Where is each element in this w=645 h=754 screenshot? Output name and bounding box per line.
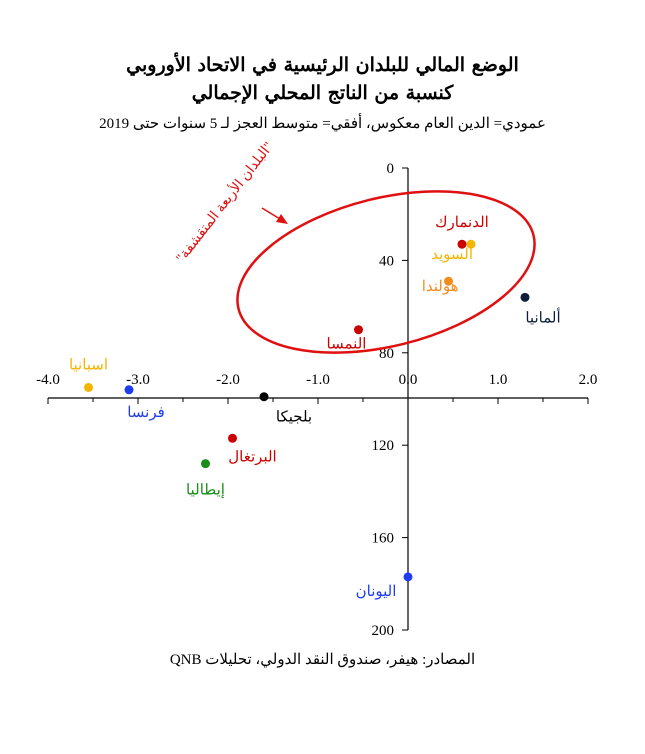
annotation-label: "البلدان الأربعة المتقشفة"	[171, 138, 277, 266]
data-point-label: اسبانيا	[69, 357, 108, 373]
data-point	[444, 276, 453, 286]
data-point	[124, 385, 134, 395]
x-tick-label: 1.0	[489, 372, 508, 388]
data-point-label: النمسا	[327, 337, 367, 353]
data-point-label: بلجيكا	[276, 410, 312, 426]
x-tick-label: -1.0	[306, 372, 330, 388]
data-point-label: البرتغال	[228, 449, 276, 465]
y-tick-label: 0	[387, 161, 395, 177]
data-point	[520, 292, 530, 302]
data-point	[354, 325, 363, 335]
y-tick-label: 40	[379, 253, 394, 269]
data-point	[259, 392, 269, 402]
y-tick-label: 160	[372, 531, 395, 547]
x-tick-label: 0.0	[399, 372, 418, 388]
data-point-label: فرنسا	[127, 405, 165, 421]
source-note: المصادر: هيفر، صندوق النقد الدولي، تحليل…	[169, 652, 476, 668]
data-point-label: الدنمارك	[435, 215, 489, 231]
y-tick-label: 120	[372, 438, 395, 454]
x-tick-label: -3.0	[126, 372, 150, 388]
x-tick-label: -4.0	[36, 372, 60, 388]
y-tick-label: 80	[379, 346, 394, 362]
x-tick-label: 2.0	[579, 372, 598, 388]
data-point-label: اليونان	[356, 584, 397, 600]
data-point-label: ألمانيا	[525, 307, 560, 326]
data-point	[466, 239, 476, 249]
data-point-label: هولندا	[422, 279, 459, 295]
y-tick-label: 200	[372, 623, 395, 639]
data-point-label: السويد	[431, 247, 473, 263]
chart-subtitle: عمودي= الدين العام معكوس، أفقي= متوسط ال…	[99, 116, 546, 132]
data-point	[403, 572, 413, 582]
data-point	[84, 382, 93, 392]
annotation-arrow-head	[276, 214, 288, 224]
data-point	[201, 459, 210, 469]
chart-title-line1: الوضع المالي للبلدان الرئيسية في الاتحاد…	[126, 54, 519, 76]
highlight-ellipse	[236, 190, 536, 354]
data-point	[228, 433, 237, 443]
chart-title-line2: كنسبة من الناتج المحلي الإجمالي	[191, 82, 454, 104]
annotation-arrow-line	[261, 207, 281, 220]
data-point	[457, 239, 467, 249]
x-tick-label: -2.0	[216, 372, 240, 388]
data-point-label: إيطاليا	[186, 483, 225, 499]
